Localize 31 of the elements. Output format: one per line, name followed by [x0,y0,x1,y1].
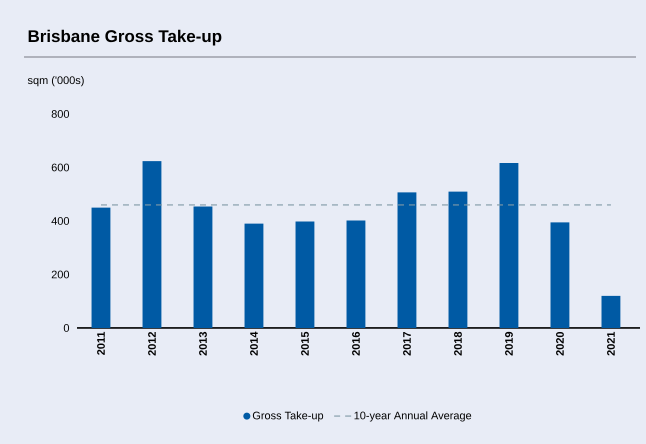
x-tick-label: 2011 [97,332,105,355]
y-tick-label: 800 [52,110,70,118]
bar [244,224,264,328]
bar [194,206,212,328]
legend-label: 10-year Annual Average [354,411,472,422]
bar [142,161,162,328]
x-tick-label: 2013 [199,332,207,356]
bar [92,208,110,328]
x-tick-label: 2015 [301,332,309,356]
bar [346,220,366,328]
x-tick-label: 2020 [556,332,564,356]
bar [398,192,416,328]
bar [500,162,518,328]
bar [602,296,620,328]
legend-label: Gross Take-up [252,411,324,422]
chart-title: Brisbane Gross Take-up [28,30,222,46]
x-tick-label: 2018 [454,332,462,356]
x-tick-label: 2019 [505,332,513,356]
x-tick-label: 2021 [607,332,615,356]
y-tick-label: 600 [52,164,70,172]
bar [448,192,468,328]
x-tick-label: 2014 [250,332,258,356]
x-tick-label: 2017 [403,332,411,356]
y-axis-title: sqm ('000s) [28,76,84,86]
x-tick-label: 2012 [148,332,156,356]
y-tick-label: 200 [52,270,70,278]
y-tick-label: 400 [51,217,70,225]
x-tick-label: 2016 [352,332,360,356]
bar [550,222,570,328]
y-tick-label: 0 [64,324,70,332]
bar [296,222,314,328]
